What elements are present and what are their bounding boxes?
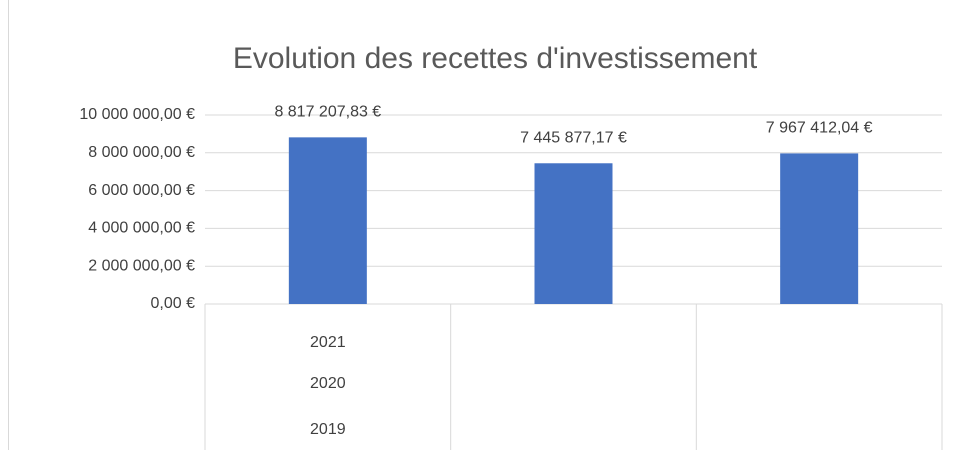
data-label: 7 445 877,17 €: [520, 129, 627, 146]
y-tick-label: 2 000 000,00 €: [88, 257, 195, 274]
y-tick-label: 6 000 000,00 €: [88, 182, 195, 199]
x-tick-label: 2020: [310, 375, 346, 392]
y-tick-label: 10 000 000,00 €: [79, 106, 195, 123]
y-tick-label: 4 000 000,00 €: [88, 220, 195, 237]
bar: [780, 153, 859, 304]
y-tick-label: 8 000 000,00 €: [88, 144, 195, 161]
x-tick-label: 2019: [310, 421, 346, 438]
bar: [288, 137, 367, 304]
data-label: 7 967 412,04 €: [766, 120, 873, 137]
bar: [534, 163, 613, 304]
data-label: 8 817 207,83 €: [274, 104, 381, 121]
y-tick-label: 0,00 €: [151, 295, 196, 312]
x-tick-label: 2021: [310, 334, 346, 351]
chart-title: Evolution des recettes d'investissement: [233, 42, 758, 75]
